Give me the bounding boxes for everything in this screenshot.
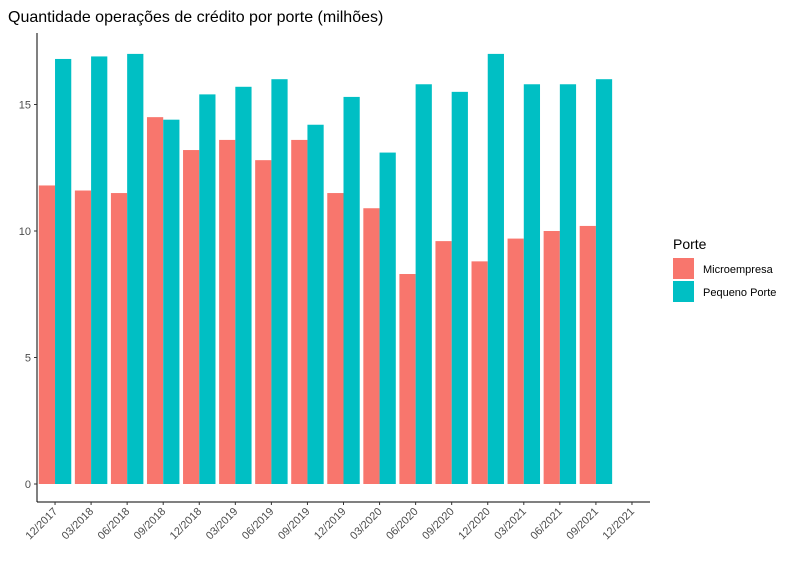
legend-title: Porte: [673, 236, 707, 252]
legend: Porte Microempresa Pequeno Porte: [673, 236, 776, 302]
bar-microempresa-09-2019: [291, 139, 308, 485]
bar-microempresa-06-2020: [399, 274, 416, 484]
bar-pequeno-porte-12-2019: [343, 96, 360, 484]
bar-pequeno-porte-12-2018: [199, 94, 216, 484]
bar-pequeno-porte-12-2017: [55, 58, 72, 485]
bar-pequeno-porte-06-2019: [271, 79, 288, 484]
chart-title: Quantidade operações de crédito por port…: [8, 9, 383, 26]
x-tick-label: 12/2019: [312, 506, 349, 543]
bar-pequeno-porte-03-2019: [235, 86, 252, 484]
legend-key-microempresa: [673, 258, 694, 279]
x-tick-label: 03/2020: [348, 506, 385, 543]
bar-microempresa-09-2018: [146, 117, 164, 485]
x-tick-label: 06/2019: [240, 506, 277, 543]
bar-microempresa-06-2021: [543, 231, 560, 484]
legend-key-pequeno-porte: [673, 281, 694, 302]
y-tick-label: 10: [19, 226, 31, 238]
x-tick-label: 09/2020: [420, 506, 457, 543]
plot-area: [38, 53, 613, 485]
x-tick-label: 12/2021: [600, 506, 637, 543]
bar-microempresa-12-2019: [327, 193, 344, 485]
bar-microempresa-03-2018: [74, 190, 92, 484]
x-tick-label: 09/2021: [564, 506, 601, 543]
x-tick-label: 03/2021: [492, 506, 529, 543]
bar-microempresa-09-2020: [435, 241, 452, 484]
x-tick-label: 12/2017: [24, 506, 61, 543]
x-tick-label: 03/2018: [60, 506, 97, 543]
bar-microempresa-03-2019: [219, 139, 236, 485]
bar-pequeno-porte-09-2018: [163, 119, 180, 485]
y-tick-label: 0: [25, 479, 31, 491]
bar-microempresa-09-2021: [579, 225, 596, 484]
bar-pequeno-porte-09-2020: [451, 91, 468, 484]
y-tick-label: 15: [19, 100, 31, 112]
bar-pequeno-porte-03-2021: [523, 84, 541, 484]
bar-microempresa-03-2020: [363, 208, 380, 485]
x-axis: 12/2017 03/2018 06/2018 09/2018 12/2018 03/20…: [24, 501, 650, 543]
bar-pequeno-porte-12-2020: [487, 53, 504, 485]
legend-label: Microempresa: [703, 264, 774, 276]
bar-pequeno-porte-09-2021: [595, 79, 613, 484]
bar-microempresa-03-2021: [507, 238, 524, 484]
bar-pequeno-porte-06-2020: [415, 84, 432, 484]
x-tick-label: 09/2018: [132, 506, 169, 543]
x-tick-label: 12/2018: [168, 506, 205, 543]
bar-pequeno-porte-09-2019: [307, 124, 324, 485]
x-tick-label: 06/2020: [384, 506, 421, 543]
y-tick-label: 5: [25, 353, 31, 365]
bar-microempresa-12-2018: [183, 150, 200, 485]
x-tick-label: 09/2019: [276, 506, 313, 543]
x-tick-label: 06/2021: [528, 506, 565, 543]
legend-label: Pequeno Porte: [703, 287, 776, 299]
bar-pequeno-porte-03-2020: [379, 152, 396, 484]
bar-microempresa-06-2018: [110, 193, 128, 485]
bar-microempresa-12-2020: [471, 261, 488, 484]
bar-pequeno-porte-06-2021: [559, 84, 577, 484]
bar-pequeno-porte-03-2018: [91, 56, 108, 485]
x-tick-label: 06/2018: [96, 506, 133, 543]
bar-pequeno-porte-06-2018: [127, 53, 144, 485]
x-tick-label: 03/2019: [204, 506, 241, 543]
bar-microempresa-12-2017: [38, 185, 56, 484]
bar-microempresa-06-2019: [255, 160, 272, 484]
y-axis: 0 5 10 15: [19, 33, 38, 502]
x-tick-label: 12/2020: [456, 506, 493, 543]
